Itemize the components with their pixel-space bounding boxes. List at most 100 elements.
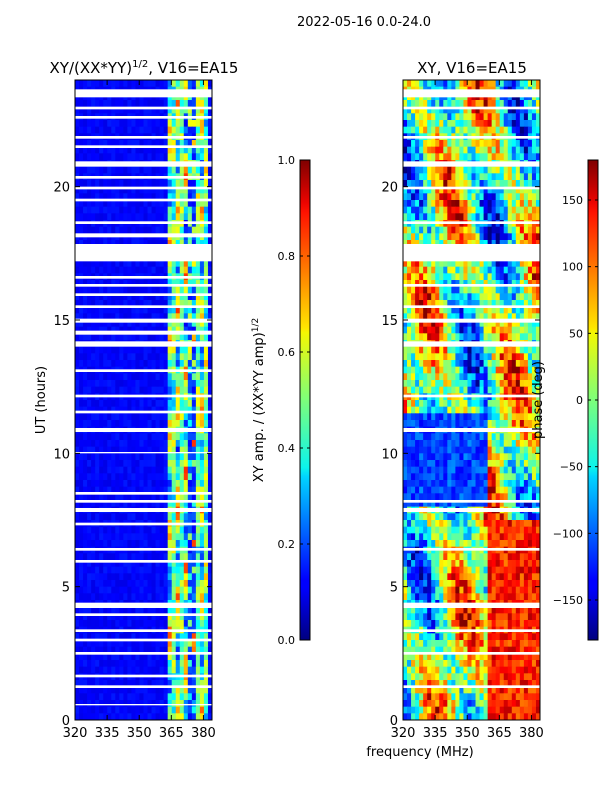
amplitude-heatmap-cell: [135, 640, 141, 648]
amplitude-heatmap-cell: [99, 280, 104, 288]
amplitude-heatmap-cell: [207, 140, 212, 148]
amplitude-heatmap-cell: [135, 326, 141, 334]
amplitude-heatmap-cell: [103, 706, 108, 714]
amplitude-heatmap-cell: [191, 400, 197, 408]
amplitude-heatmap-cell: [87, 560, 92, 568]
phase-heatmap-cell: [483, 233, 489, 241]
amplitude-heatmap-cell: [167, 640, 173, 648]
amplitude-heatmap-cell: [207, 300, 212, 308]
amplitude-heatmap-cell: [119, 153, 124, 161]
phase-heatmap-cell: [511, 166, 517, 174]
amplitude-heatmap-cell: [79, 700, 84, 708]
amplitude-heatmap-cell: [159, 280, 165, 288]
amplitude-heatmap-cell: [75, 420, 80, 428]
phase-heatmap-cell: [407, 260, 412, 268]
amplitude-heatmap-cell: [87, 306, 92, 314]
phase-heatmap-cell: [403, 240, 408, 248]
amplitude-colorbar: 0.00.20.40.60.81.0 XY amp. / (XX*YY amp)…: [251, 154, 311, 647]
phase-heatmap-cell: [415, 233, 420, 241]
phase-heatmap-cell: [487, 386, 493, 394]
amplitude-heatmap-cell: [127, 106, 133, 114]
amplitude-colorbar-label: XY amp. / (XX*YY amp)1/2: [251, 318, 267, 482]
amplitude-heatmap-cell: [163, 226, 169, 234]
amplitude-heatmap-cell: [147, 413, 153, 421]
phase-heatmap-cell: [471, 120, 477, 128]
phase-heatmap-cell: [531, 140, 537, 148]
amplitude-heatmap-cell: [127, 686, 133, 694]
amplitude-heatmap-cell: [155, 226, 161, 234]
amplitude-heatmap-cell: [171, 260, 177, 268]
amplitude-ytick-label: 5: [62, 581, 70, 596]
phase-heatmap-cell: [523, 180, 529, 188]
amplitude-heatmap-cell: [179, 200, 185, 208]
phase-heatmap-cell: [403, 173, 408, 181]
amplitude-heatmap-cell: [199, 486, 205, 494]
phase-heatmap-cell: [463, 186, 469, 194]
amplitude-heatmap-cell: [155, 193, 161, 201]
phase-heatmap-cell: [523, 346, 529, 354]
phase-heatmap-cell: [503, 280, 509, 288]
phase-heatmap-cell: [535, 140, 540, 148]
amplitude-heatmap-cell: [135, 686, 141, 694]
amplitude-heatmap-cell: [119, 126, 124, 134]
amplitude-heatmap-cell: [103, 286, 108, 294]
phase-heatmap-cell: [439, 113, 444, 121]
amplitude-heatmap-cell: [171, 566, 177, 574]
amplitude-heatmap-cell: [167, 313, 173, 321]
amplitude-heatmap-cell: [95, 700, 100, 708]
amplitude-heatmap-cell: [151, 226, 157, 234]
amplitude-heatmap-cell: [147, 533, 153, 541]
amplitude-heatmap-cell: [99, 646, 104, 654]
phase-heatmap-cell: [495, 233, 501, 241]
amplitude-heatmap-cell: [79, 473, 84, 481]
amplitude-heatmap-cell: [203, 706, 209, 714]
amplitude-flagged-row: [75, 293, 212, 296]
amplitude-heatmap-cell: [195, 300, 201, 308]
amplitude-heatmap-cell: [115, 100, 120, 108]
amplitude-heatmap-cell: [75, 493, 80, 501]
amplitude-heatmap-cell: [127, 646, 133, 654]
amplitude-heatmap-cell: [111, 446, 116, 454]
phase-heatmap-cell: [507, 80, 513, 88]
phase-heatmap-cell: [519, 153, 525, 161]
amplitude-heatmap-cell: [107, 606, 112, 614]
phase-heatmap-cell: [419, 100, 424, 108]
amplitude-heatmap-cell: [159, 686, 165, 694]
phase-heatmap-cell: [459, 113, 465, 121]
amplitude-heatmap-cell: [95, 280, 100, 288]
amplitude-heatmap-cell: [131, 120, 137, 128]
amplitude-flagged-row: [75, 341, 212, 347]
phase-heatmap-cell: [535, 333, 540, 341]
phase-heatmap-cell: [455, 293, 461, 301]
amplitude-heatmap-cell: [151, 706, 157, 714]
amplitude-heatmap-cell: [183, 80, 189, 88]
amplitude-heatmap-cell: [127, 346, 133, 354]
amplitude-flagged-row: [75, 161, 212, 167]
amplitude-heatmap-cell: [95, 693, 100, 701]
amplitude-heatmap-cell: [187, 633, 193, 641]
amplitude-heatmap-cell: [127, 440, 133, 448]
amplitude-heatmap-cell: [99, 480, 104, 488]
amplitude-heatmap-cell: [203, 353, 209, 361]
amplitude-heatmap-cell: [127, 333, 133, 341]
phase-heatmap-cell: [495, 240, 501, 248]
phase-heatmap-cell: [423, 206, 428, 214]
amplitude-heatmap-cell: [151, 106, 157, 114]
amplitude-heatmap-cell: [99, 713, 104, 720]
phase-heatmap-cell: [431, 333, 436, 341]
phase-heatmap-cell: [475, 306, 481, 314]
amplitude-heatmap-cell: [159, 713, 165, 720]
amplitude-heatmap-cell: [131, 713, 137, 720]
amplitude-heatmap-cell: [119, 386, 124, 394]
phase-heatmap-cell: [411, 180, 416, 188]
amplitude-heatmap-cell: [199, 386, 205, 394]
amplitude-heatmap-cell: [83, 666, 88, 674]
amplitude-heatmap-cell: [151, 380, 157, 388]
phase-heatmap-cell: [427, 126, 432, 134]
amplitude-heatmap-cell: [191, 306, 197, 314]
amplitude-heatmap-cell: [155, 493, 161, 501]
amplitude-heatmap-cell: [87, 100, 92, 108]
amplitude-heatmap-cell: [87, 413, 92, 421]
amplitude-heatmap-cell: [115, 206, 120, 214]
amplitude-heatmap-cell: [95, 333, 100, 341]
